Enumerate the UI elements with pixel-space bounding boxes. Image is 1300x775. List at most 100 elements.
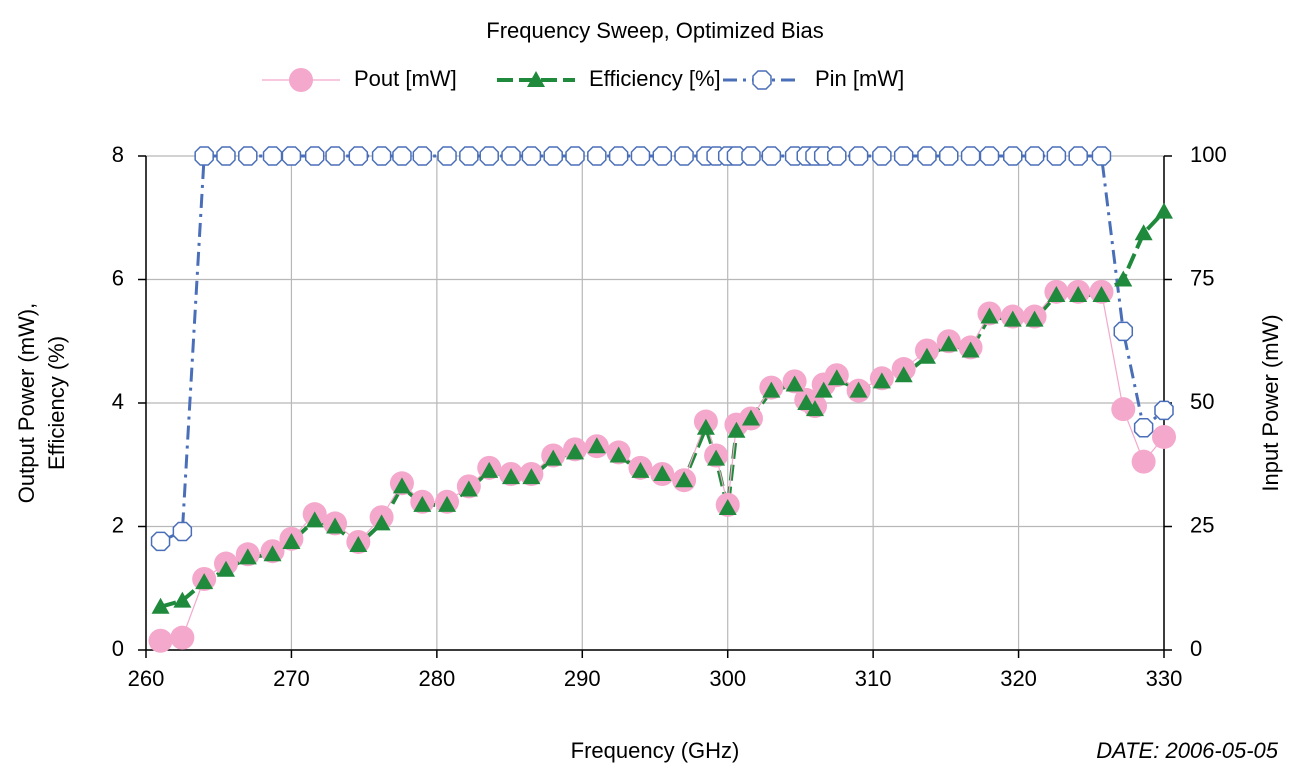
point <box>304 146 325 166</box>
point <box>587 437 606 454</box>
point <box>413 495 432 512</box>
x-tick-label: 270 <box>273 666 310 691</box>
series-line <box>159 210 1166 609</box>
point <box>392 477 411 494</box>
x-tick-label: 280 <box>418 666 455 691</box>
x-tick-label: 290 <box>564 666 601 691</box>
y-tick-label: 6 <box>112 265 124 290</box>
point <box>238 548 257 565</box>
point <box>216 560 235 577</box>
point <box>785 375 804 392</box>
legend-item: Pout [mW] <box>262 66 457 92</box>
point <box>172 521 193 542</box>
x-tick-label: 260 <box>128 666 165 691</box>
point <box>1003 310 1022 327</box>
point <box>894 366 913 383</box>
y-axis-label: Output Power (mW), <box>14 303 39 503</box>
y-tick-label: 2 <box>112 512 124 537</box>
point <box>459 480 478 497</box>
point <box>412 146 433 166</box>
point <box>960 146 981 166</box>
point <box>631 461 650 478</box>
point <box>917 347 936 364</box>
point <box>741 146 761 166</box>
point <box>1155 202 1173 219</box>
point <box>917 146 937 166</box>
point <box>150 531 171 552</box>
point <box>608 146 629 166</box>
point <box>1091 146 1112 166</box>
point <box>1069 285 1088 302</box>
point <box>372 514 391 531</box>
point <box>170 625 195 650</box>
y-tick-label: 0 <box>112 636 124 661</box>
point <box>653 465 672 482</box>
point <box>565 146 585 166</box>
point <box>1131 449 1156 474</box>
point <box>674 146 694 166</box>
point <box>238 146 258 166</box>
point <box>696 418 715 435</box>
point <box>609 446 628 463</box>
point <box>263 545 282 562</box>
x-tick-label: 310 <box>855 666 892 691</box>
point <box>979 146 1000 166</box>
y2-tick-label: 25 <box>1190 512 1214 537</box>
point <box>501 146 521 166</box>
point <box>437 146 457 166</box>
point <box>797 394 816 410</box>
point <box>480 461 499 478</box>
point <box>522 468 541 485</box>
point <box>151 597 170 614</box>
point <box>630 146 651 166</box>
annotation: DATE: 2006-05-05 <box>1096 738 1279 763</box>
point <box>827 146 847 166</box>
point <box>502 468 521 485</box>
point <box>741 409 760 426</box>
y2-tick-label: 100 <box>1190 142 1227 167</box>
point <box>1113 321 1134 342</box>
point <box>1114 270 1133 287</box>
x-axis-label: Frequency (GHz) <box>571 738 740 763</box>
point <box>1003 146 1023 166</box>
point <box>543 146 563 166</box>
point <box>849 381 868 398</box>
point <box>1111 397 1136 422</box>
point <box>961 341 980 358</box>
point <box>707 449 726 466</box>
point <box>893 146 914 166</box>
point <box>1154 400 1174 421</box>
point <box>1046 146 1067 166</box>
point <box>727 421 746 438</box>
y-tick-label: 4 <box>112 389 124 414</box>
point <box>652 146 673 166</box>
point <box>325 146 345 166</box>
point <box>872 146 892 166</box>
y2-axis-label: Input Power (mW) <box>1258 314 1283 491</box>
point <box>195 573 214 590</box>
point <box>814 381 833 398</box>
point <box>459 146 479 166</box>
point <box>281 146 302 166</box>
point <box>326 517 345 534</box>
point <box>371 146 392 166</box>
point <box>1152 424 1176 449</box>
legend-label: Efficiency [%] <box>589 66 721 91</box>
point <box>216 146 236 166</box>
point <box>262 146 283 166</box>
point <box>1133 417 1154 438</box>
point <box>980 307 999 324</box>
legend-item: Efficiency [%] <box>497 66 721 91</box>
y2-tick-label: 75 <box>1190 265 1214 290</box>
point <box>1134 224 1153 241</box>
x-tick-label: 330 <box>1146 666 1183 691</box>
x-tick-label: 300 <box>709 666 746 691</box>
point <box>349 536 368 553</box>
point <box>805 400 824 417</box>
legend-item: Pin [mW] <box>723 66 904 91</box>
point <box>194 146 214 166</box>
point <box>438 495 457 512</box>
legend-label: Pout [mW] <box>354 66 457 91</box>
y-tick-label: 8 <box>112 142 124 167</box>
point <box>521 146 542 166</box>
